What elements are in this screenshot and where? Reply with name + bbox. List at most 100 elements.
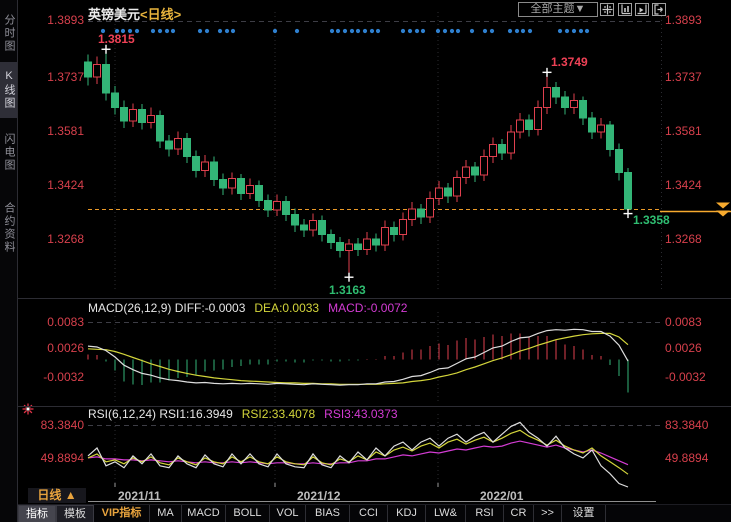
sidebar-item-kline-chart[interactable]: K线图 xyxy=(0,62,17,118)
scale-axis-right-icon[interactable] xyxy=(635,3,649,16)
candle-up xyxy=(507,131,515,154)
signal-dot xyxy=(578,28,584,34)
price-axis-label: 0.0026 xyxy=(47,341,84,355)
toolbar-item-more[interactable]: >> xyxy=(534,505,562,522)
toolbar-item-macd[interactable]: MACD xyxy=(182,505,226,522)
sidebar-item-contract-info[interactable]: 合约资料 xyxy=(3,202,15,254)
price-axis-label: 83.3840 xyxy=(665,418,709,432)
price-annotation: 1.3749 xyxy=(551,55,588,70)
candle-down xyxy=(417,208,425,218)
candle-down xyxy=(552,87,560,98)
macd-macd-value: MACD:-0.0072 xyxy=(328,301,408,315)
all-themes-dropdown[interactable]: 全部主题▼ xyxy=(518,2,598,17)
macd-indicator-header[interactable]: MACD(26,12,9) DIFF:-0.0003 DEA:0.0033 MACD… xyxy=(88,301,416,315)
candle-down xyxy=(390,227,398,236)
candle-down xyxy=(444,187,452,197)
candle-down xyxy=(579,100,587,119)
candle-down xyxy=(183,137,191,158)
panel-divider[interactable] xyxy=(18,298,731,299)
toolbar-item-ma[interactable]: MA xyxy=(150,505,182,522)
candle-down xyxy=(588,117,596,133)
signal-dot xyxy=(272,28,278,34)
toolbar-item-lwr[interactable]: LW& xyxy=(426,505,466,522)
price-axis-label: 1.3893 xyxy=(47,13,84,27)
date-axis-label: 2022/01 xyxy=(480,489,524,503)
toolbar-item-template[interactable]: 模板 xyxy=(56,505,94,522)
candle-down xyxy=(210,161,218,181)
signal-dot xyxy=(204,28,210,34)
candle-up xyxy=(93,63,101,78)
scale-axis-left-icon[interactable] xyxy=(618,3,632,16)
alert-star-icon[interactable] xyxy=(23,409,28,414)
candle-up xyxy=(228,178,236,189)
signal-dot xyxy=(520,28,526,34)
signal-dot xyxy=(349,28,355,34)
candle-up xyxy=(147,115,155,124)
price-annotation: 1.3358 xyxy=(633,212,670,227)
toolbar-item-cci[interactable]: CCI xyxy=(350,505,388,522)
detach-window-icon[interactable] xyxy=(652,3,666,16)
signal-dot xyxy=(527,28,533,34)
toolbar-item-vol[interactable]: VOL xyxy=(270,505,306,522)
candle-up xyxy=(363,238,371,251)
price-axis-label: 1.3268 xyxy=(47,232,84,246)
price-axis-label: 1.3893 xyxy=(665,13,702,27)
signal-dot xyxy=(407,28,413,34)
rsi-indicator-header[interactable]: RSI(6,12,24) RSI1:16.3949 RSI2:33.4078 RSI… xyxy=(88,407,407,421)
signal-dot xyxy=(564,28,570,34)
macd-diff-value: MACD(26,12,9) DIFF:-0.0003 xyxy=(88,301,246,315)
candle-down xyxy=(336,242,344,251)
signal-dot xyxy=(514,28,520,34)
signal-dot xyxy=(120,28,126,34)
sidebar-item-time-chart[interactable]: 分时图 xyxy=(3,13,15,53)
chart-type-sidebar: 分时图 K线图 闪电图 合约资料 xyxy=(0,0,18,522)
toolbar-item-kdj[interactable]: KDJ xyxy=(388,505,426,522)
signal-dot xyxy=(170,28,176,34)
price-axis-label: 49.8894 xyxy=(40,451,84,465)
candle-up xyxy=(570,100,578,109)
signal-dot xyxy=(134,28,140,34)
candle-down xyxy=(327,234,335,244)
candle-down xyxy=(624,172,632,210)
candle-up xyxy=(201,161,209,172)
symbol-title: 英镑美元<日线> xyxy=(88,4,181,23)
panel-divider[interactable] xyxy=(18,406,731,407)
macd-dea-value: DEA:0.0033 xyxy=(254,301,320,315)
period-selector[interactable]: 日线 ▲ xyxy=(28,488,86,503)
signal-dot xyxy=(435,28,441,34)
chart-scrollbar[interactable] xyxy=(88,501,656,502)
signal-dot xyxy=(342,28,348,34)
candle-down xyxy=(84,61,92,78)
signal-dot xyxy=(469,28,475,34)
price-annotation: 1.3815 xyxy=(98,32,135,47)
candle-down xyxy=(372,238,380,246)
signal-dot xyxy=(489,28,495,34)
alert-star-icon[interactable] xyxy=(28,409,33,414)
price-axis-label: 83.3840 xyxy=(40,418,84,432)
toolbar-item-bias[interactable]: BIAS xyxy=(306,505,350,522)
date-axis-label: 2021/11 xyxy=(118,489,161,503)
toolbar-item-settings[interactable]: 设置 xyxy=(562,505,606,522)
price-axis-label: 0.0083 xyxy=(47,315,84,329)
toolbar-item-rsi[interactable]: RSI xyxy=(466,505,504,522)
candle-up xyxy=(453,177,461,197)
signal-dot xyxy=(414,28,420,34)
rsi1-value: RSI(6,12,24) RSI1:16.3949 xyxy=(88,407,233,421)
sidebar-item-flash-chart[interactable]: 闪电图 xyxy=(3,132,15,172)
alert-star-icon[interactable] xyxy=(26,407,30,411)
candle-down xyxy=(255,185,263,202)
toolbar-item-cr[interactable]: CR xyxy=(504,505,534,522)
candle-up xyxy=(543,87,551,109)
candle-down xyxy=(525,119,533,131)
signal-dot xyxy=(400,28,406,34)
crosshair-icon[interactable] xyxy=(600,3,614,16)
toolbar-item-boll[interactable]: BOLL xyxy=(226,505,270,522)
signal-dot xyxy=(114,28,120,34)
toolbar-item-vip-indicator[interactable]: VIP指标 xyxy=(94,505,150,522)
candle-up xyxy=(399,219,407,236)
toolbar-item-indicator[interactable]: 指标 xyxy=(18,505,56,522)
candle-down xyxy=(561,96,569,109)
signal-dot xyxy=(507,28,513,34)
rsi1-line xyxy=(87,421,629,488)
